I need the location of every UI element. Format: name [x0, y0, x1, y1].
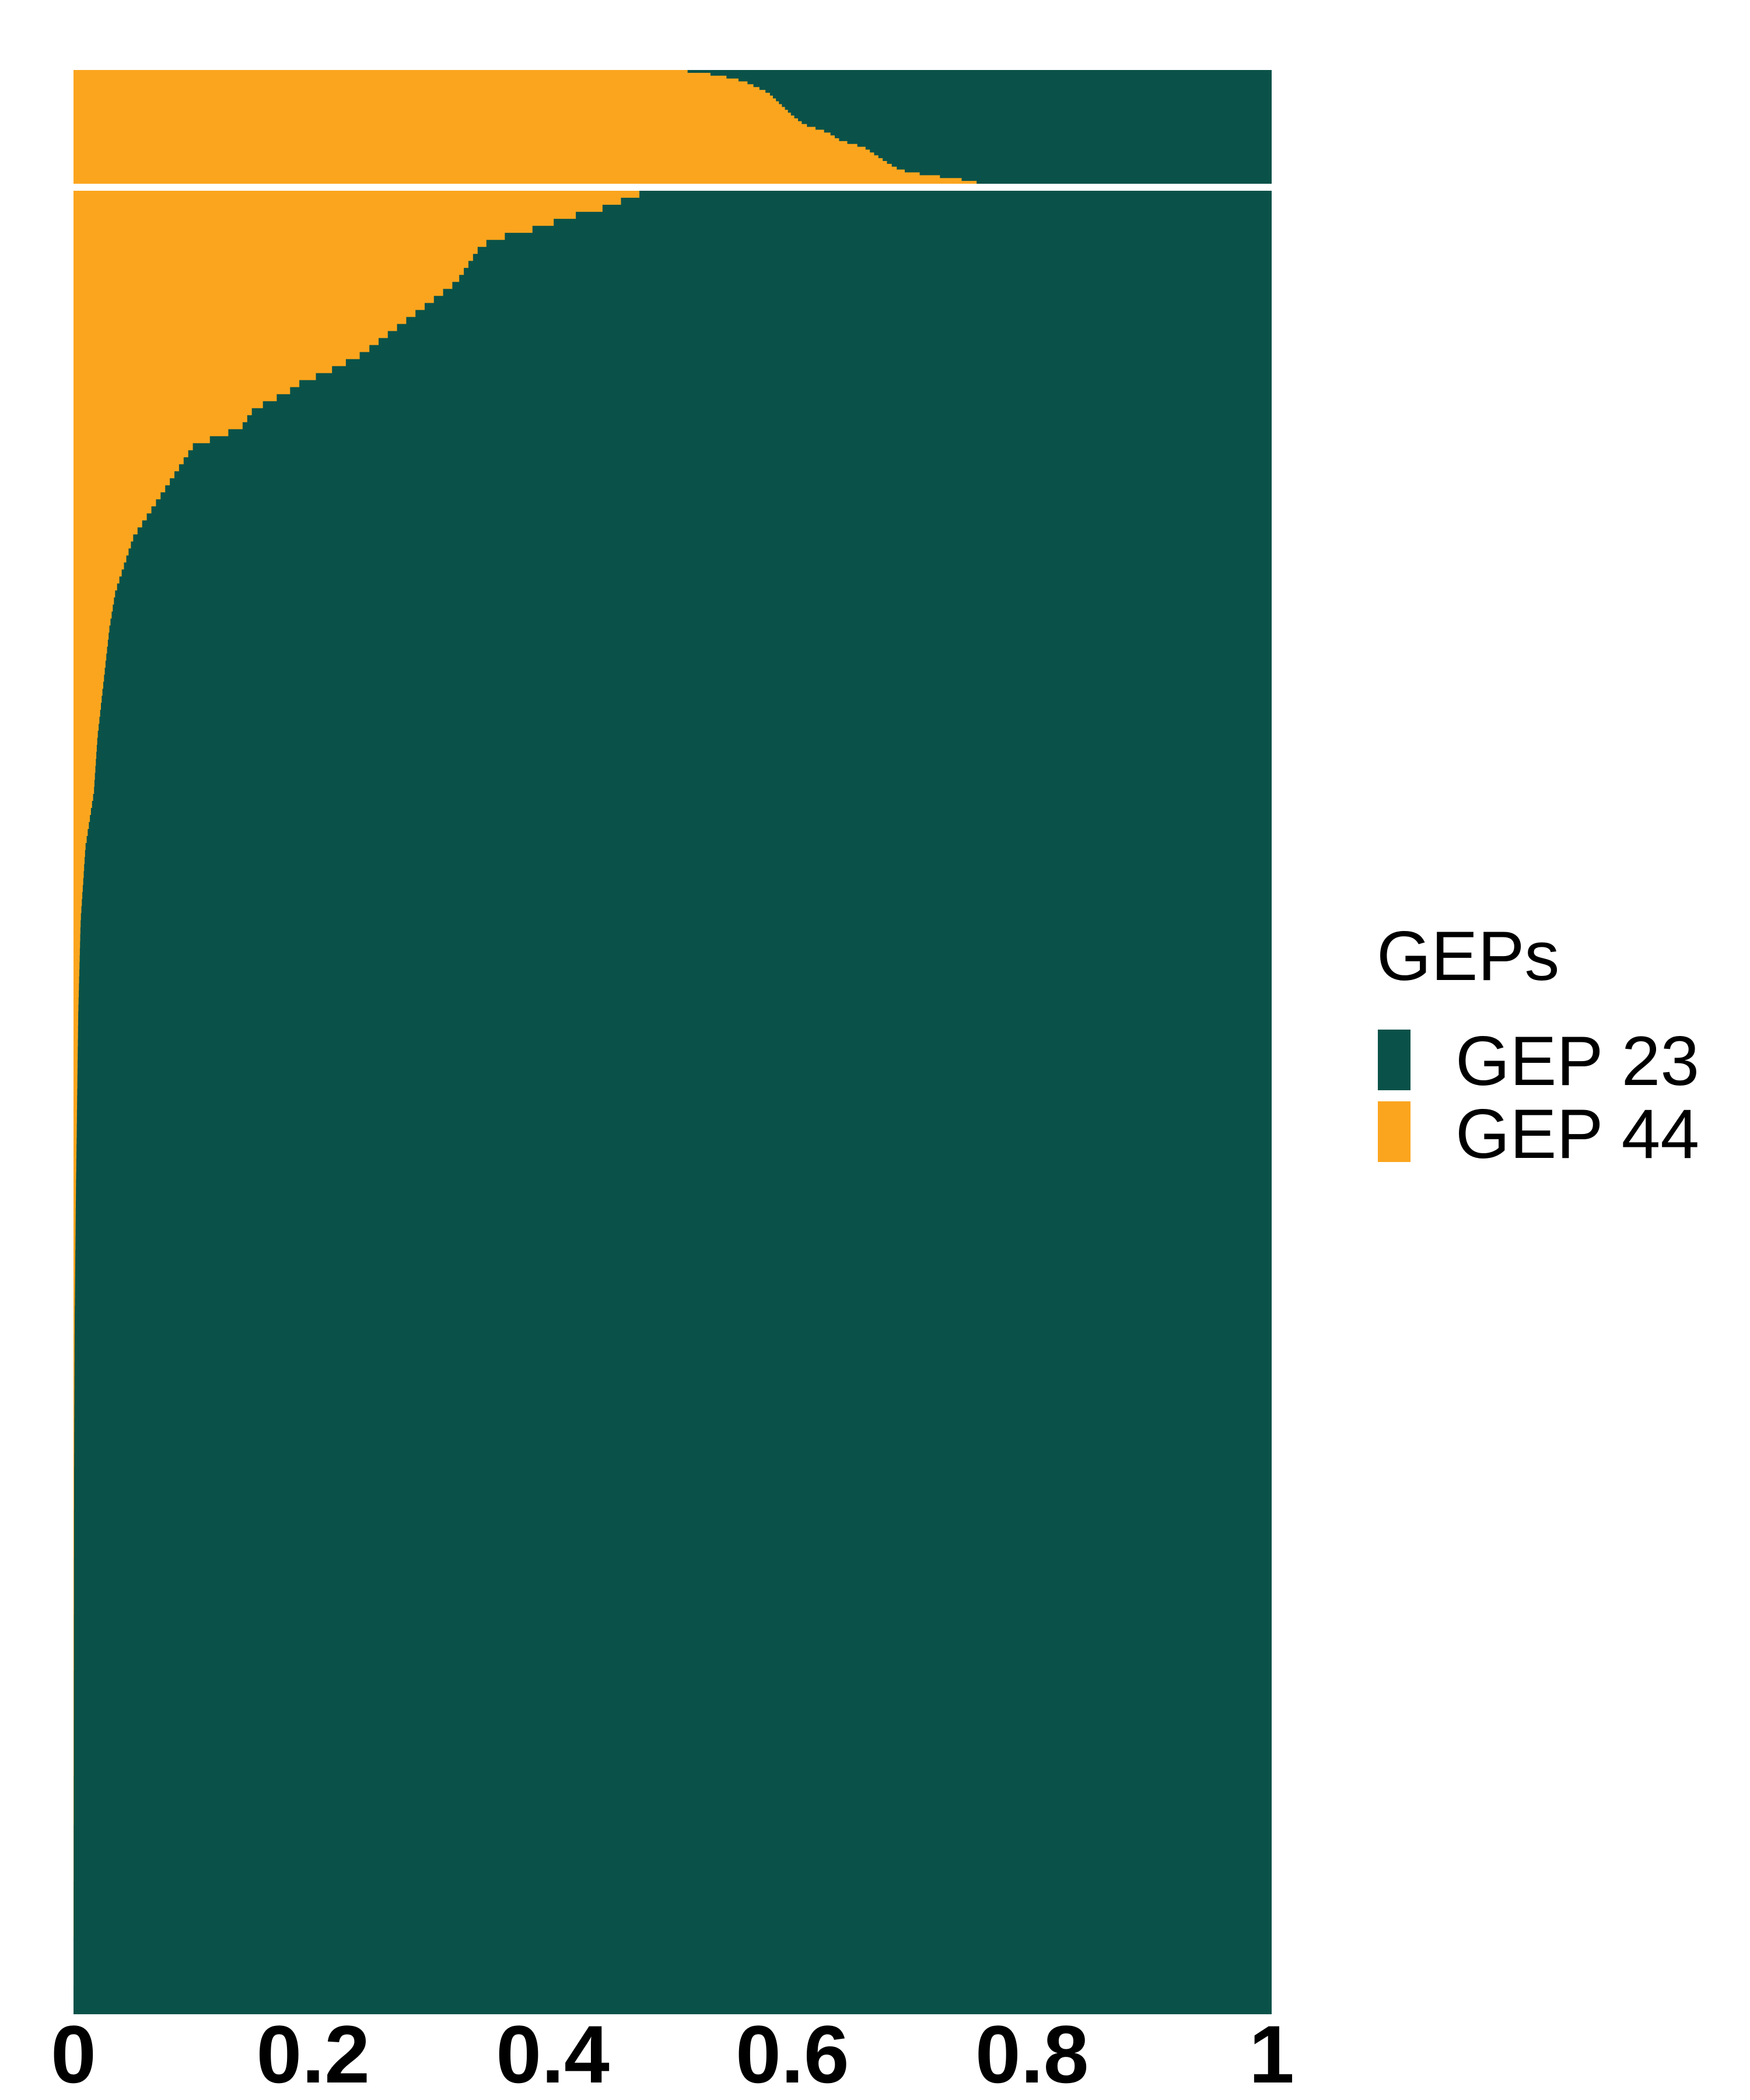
gep-44-area-group-2 — [74, 191, 640, 2014]
legend-label-gep-23: GEP 23 — [1455, 1022, 1699, 1100]
legend-swatch-gep-23 — [1378, 1030, 1410, 1090]
x-axis: 0 0.2 0.4 0.6 0.8 1 — [51, 2008, 1294, 2100]
legend-title: GEPs — [1377, 917, 1559, 995]
x-tick-label: 0 — [51, 2008, 96, 2100]
group-separator — [74, 184, 1272, 191]
legend: GEPs GEP 23 GEP 44 — [1377, 917, 1699, 1173]
x-tick-label: 0.2 — [256, 2008, 370, 2100]
x-tick-label: 1 — [1249, 2008, 1294, 2100]
x-tick-label: 0.6 — [736, 2008, 849, 2100]
gep-44-area-group-1 — [74, 70, 977, 184]
plot-area — [74, 70, 1272, 2014]
x-tick-label: 0.4 — [496, 2008, 610, 2100]
gep-23-area-group-2 — [74, 191, 1272, 2014]
x-tick-label: 0.8 — [975, 2008, 1089, 2100]
legend-swatch-gep-44 — [1378, 1101, 1410, 1162]
legend-label-gep-44: GEP 44 — [1455, 1095, 1699, 1173]
